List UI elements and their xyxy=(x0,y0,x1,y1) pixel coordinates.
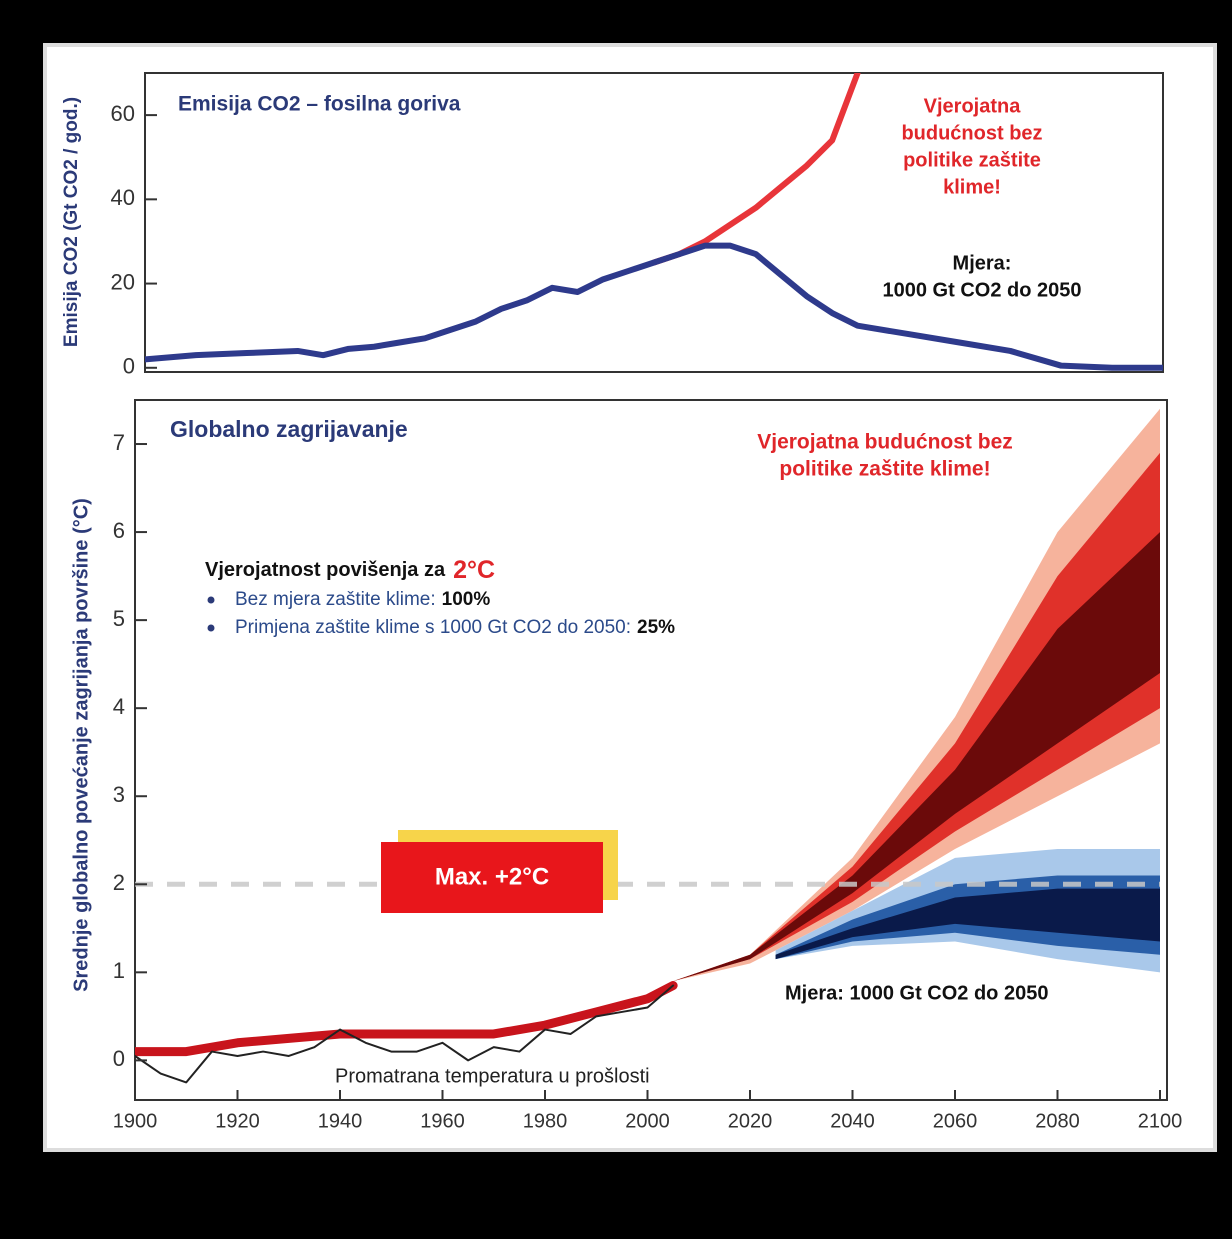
chart-title: Globalno zagrijavanje xyxy=(170,416,408,442)
annotation: politike zaštite xyxy=(903,149,1041,171)
annotation: 1000 Gt CO2 do 2050 xyxy=(883,279,1082,301)
x-tick-label: 1900 xyxy=(113,1110,158,1132)
threshold-label: Max. +2°C xyxy=(435,863,549,890)
annotation: Mjera: xyxy=(953,252,1012,274)
probability-heading: Vjerojatnost povišenja za 2°C xyxy=(205,556,495,584)
y-tick-label: 3 xyxy=(113,782,125,807)
annotation: Vjerojatna budućnost bez xyxy=(757,431,1013,454)
band xyxy=(775,888,1160,960)
observed-label: Promatrana temperatura u prošlosti xyxy=(335,1065,650,1087)
x-tick-label: 2060 xyxy=(933,1110,978,1132)
series-line xyxy=(135,984,675,1084)
annotation: klime! xyxy=(943,176,1001,198)
y-tick-label: 2 xyxy=(113,870,125,895)
heading-text: Vjerojatnost povišenja za xyxy=(205,559,446,581)
panel xyxy=(43,43,1217,1152)
item-value: 25% xyxy=(637,617,675,638)
y-tick-label: 7 xyxy=(113,430,125,455)
x-tick-label: 2000 xyxy=(625,1110,670,1132)
annotation: Vjerojatna xyxy=(924,95,1022,117)
plot-frame xyxy=(144,72,1164,373)
y-tick-label: 0 xyxy=(123,354,135,379)
y-tick-label: 1 xyxy=(113,958,125,983)
annotation: politike zaštite klime! xyxy=(779,458,990,481)
x-tick-label: 2040 xyxy=(830,1110,875,1132)
plot-area xyxy=(145,73,1163,371)
y-axis-label: Srednje globalno povećanje zagrijanja po… xyxy=(70,498,92,992)
item-text: Bez mjera zaštite klime: xyxy=(235,589,436,610)
x-tick-label: 1960 xyxy=(420,1110,465,1132)
plot-area xyxy=(135,408,1160,1084)
x-tick-label: 1980 xyxy=(523,1110,568,1132)
item-value: 100% xyxy=(442,589,491,610)
bullet xyxy=(207,624,215,632)
x-tick-label: 1940 xyxy=(318,1110,363,1132)
heading-value: 2°C xyxy=(453,556,495,584)
x-tick-label: 1920 xyxy=(215,1110,260,1132)
y-tick-label: 4 xyxy=(113,694,125,719)
plot-frame xyxy=(134,399,1168,1101)
x-tick-label: 2020 xyxy=(728,1110,773,1132)
probability-item: Bez mjera zaštite klime: 100% xyxy=(235,589,490,610)
probability-item: Primjena zaštite klime s 1000 Gt CO2 do … xyxy=(235,617,675,638)
series-line xyxy=(135,981,678,1057)
threshold-box xyxy=(381,842,603,913)
y-tick-label: 0 xyxy=(113,1046,125,1071)
annotation: budućnost bez xyxy=(901,122,1042,144)
y-tick-label: 6 xyxy=(113,518,125,543)
y-tick-label: 60 xyxy=(111,101,135,126)
x-tick-label: 2080 xyxy=(1035,1110,1080,1132)
y-tick-label: 40 xyxy=(111,185,135,210)
measure-label: Mjera: 1000 Gt CO2 do 2050 xyxy=(785,982,1048,1004)
item-text: Primjena zaštite klime s 1000 Gt CO2 do … xyxy=(235,617,631,638)
y-tick-label: 5 xyxy=(113,606,125,631)
series-line xyxy=(145,242,1163,371)
chart-title: Emisija CO2 – fosilna goriva xyxy=(178,93,461,116)
bullet xyxy=(207,596,215,604)
y-tick-label: 20 xyxy=(111,269,135,294)
x-tick-label: 2100 xyxy=(1138,1110,1183,1132)
y-axis-label: Emisija CO2 (Gt CO2 / god.) xyxy=(61,97,82,347)
